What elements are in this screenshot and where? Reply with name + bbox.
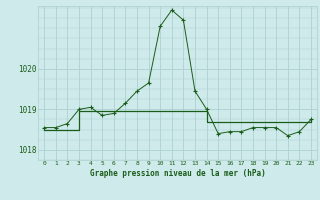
X-axis label: Graphe pression niveau de la mer (hPa): Graphe pression niveau de la mer (hPa): [90, 169, 266, 178]
